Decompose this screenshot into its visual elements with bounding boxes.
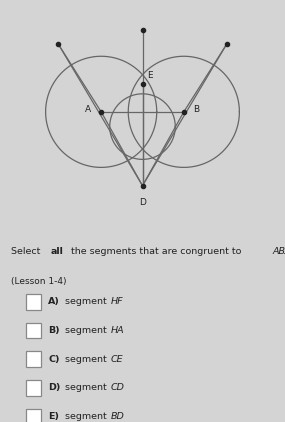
- Text: CD: CD: [111, 383, 125, 392]
- Text: segment: segment: [66, 326, 110, 335]
- Bar: [26, 322, 41, 338]
- Text: BD: BD: [111, 412, 125, 421]
- Text: Select: Select: [11, 247, 44, 256]
- Text: (Lesson 1-4): (Lesson 1-4): [11, 277, 67, 286]
- Text: A): A): [48, 297, 60, 306]
- Text: D: D: [139, 198, 146, 207]
- Text: D): D): [48, 383, 61, 392]
- Text: AB: AB: [272, 247, 285, 256]
- Bar: [26, 408, 41, 422]
- Bar: [26, 351, 41, 367]
- Text: the segments that are congruent to: the segments that are congruent to: [68, 247, 245, 256]
- Text: segment: segment: [66, 354, 110, 364]
- Text: segment: segment: [66, 412, 110, 421]
- Bar: [26, 380, 41, 396]
- Text: segment: segment: [66, 297, 110, 306]
- Text: B): B): [48, 326, 60, 335]
- Text: E): E): [48, 412, 60, 421]
- Text: E: E: [147, 71, 152, 80]
- Text: A: A: [85, 105, 91, 114]
- Text: C): C): [48, 354, 60, 364]
- Text: segment: segment: [66, 383, 110, 392]
- Text: B: B: [194, 105, 200, 114]
- Text: CE: CE: [111, 354, 123, 364]
- Text: all: all: [51, 247, 64, 256]
- Text: HA: HA: [111, 326, 125, 335]
- Text: HF: HF: [111, 297, 123, 306]
- Bar: [26, 294, 41, 310]
- Text: .: .: [283, 247, 285, 256]
